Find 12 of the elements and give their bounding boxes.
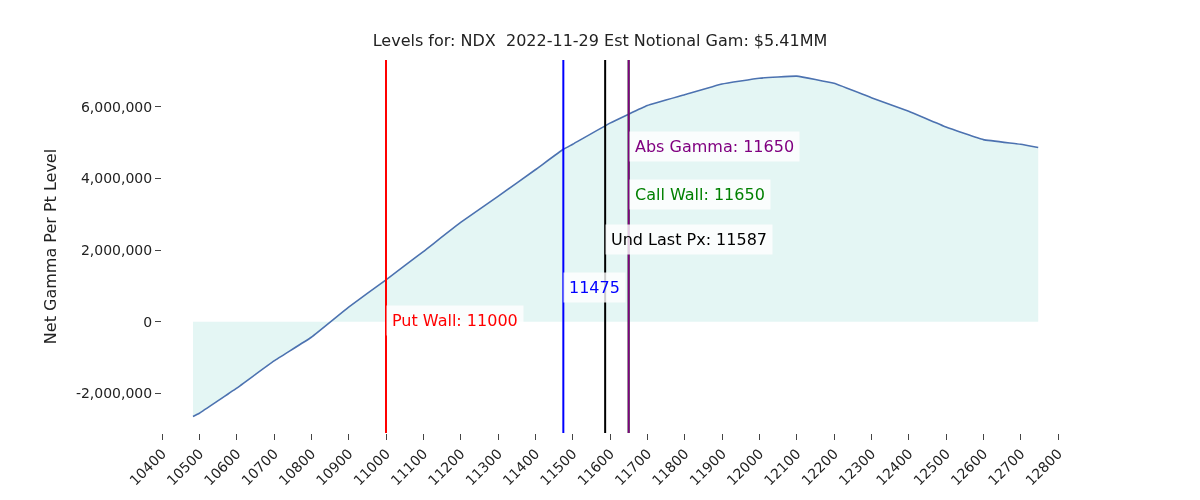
y-tick-label: 2,000,000: [80, 241, 153, 258]
y-tick-label: 0: [143, 313, 153, 330]
ref-line-label: 11475: [569, 278, 620, 297]
y-axis-title: Net Gamma Per Pt Level: [40, 148, 60, 345]
ref-line-label: Put Wall: 11000: [392, 311, 518, 330]
y-tick-label: 4,000,000: [80, 170, 153, 187]
chart-title: Levels for: NDX 2022-11-29 Est Notional Gam: $5.41MM: [372, 31, 828, 51]
y-tick-label: 6,000,000: [80, 98, 153, 115]
ref-line-label: Und Last Px: 11587: [611, 230, 767, 249]
ref-line-label: Abs Gamma: 11650: [635, 137, 795, 156]
y-tick-label: -2,000,000: [75, 385, 153, 402]
ref-line-label: Call Wall: 11650: [635, 185, 765, 204]
